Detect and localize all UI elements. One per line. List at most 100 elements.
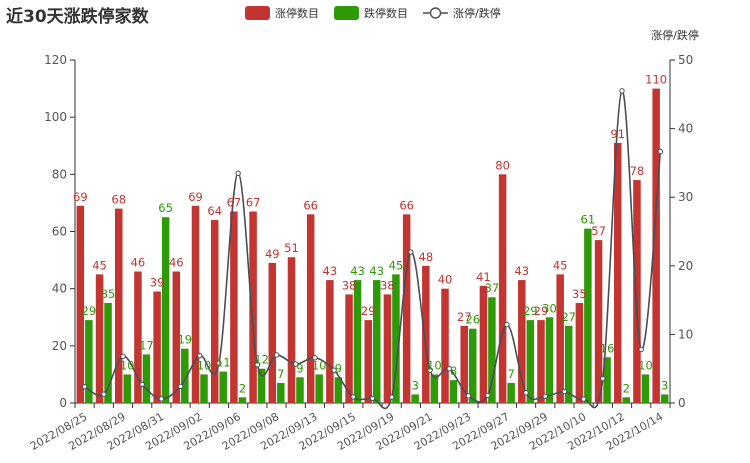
limit-down-value-label: 10 xyxy=(427,358,442,372)
limit-down-value-label: 26 xyxy=(465,313,480,327)
legend-limit-up-swatch xyxy=(245,6,270,20)
ratio-point xyxy=(388,394,395,400)
limit-up-value-label: 69 xyxy=(188,190,203,204)
limit-up-bar xyxy=(364,320,372,403)
limit-down-value-label: 11 xyxy=(216,356,231,370)
limit-up-value-label: 45 xyxy=(553,258,568,272)
legend-ratio-marker xyxy=(429,7,442,19)
limit-up-value-label: 64 xyxy=(207,204,222,218)
limit-down-value-label: 29 xyxy=(523,304,538,318)
limit-up-bar xyxy=(268,262,277,403)
limit-up-value-label: 57 xyxy=(591,224,606,238)
limit-down-value-label: 9 xyxy=(335,361,342,375)
limit-down-value-label: 7 xyxy=(507,367,514,381)
limit-down-value-label: 29 xyxy=(82,304,97,318)
left-y-tick-label: 80 xyxy=(52,167,67,181)
limit-up-value-label: 110 xyxy=(645,73,667,87)
ratio-point xyxy=(600,375,606,382)
limit-down-value-label: 43 xyxy=(369,264,384,278)
limit-up-bar xyxy=(306,214,315,403)
limit-down-value-label: 10 xyxy=(197,358,212,372)
limit-down-bar xyxy=(641,374,650,403)
limit-down-value-label: 3 xyxy=(411,378,418,392)
limit-down-value-label: 19 xyxy=(177,333,192,347)
limit-down-value-label: 12 xyxy=(254,353,269,367)
ratio-point xyxy=(523,390,529,396)
ratio-point xyxy=(101,391,107,397)
limit-up-value-label: 38 xyxy=(342,278,357,292)
limit-down-value-label: 9 xyxy=(296,361,303,375)
limit-down-bar xyxy=(353,280,362,403)
limit-down-bar xyxy=(123,374,131,403)
ratio-point xyxy=(293,361,299,367)
limit-up-bar xyxy=(345,294,353,403)
legend-limit-down-label: 跌停数目 xyxy=(364,6,408,20)
limit-down-bar xyxy=(449,380,458,403)
limit-up-bar xyxy=(498,174,507,403)
limit-down-bar xyxy=(468,328,477,403)
limit-up-bar xyxy=(114,208,123,403)
ratio-point xyxy=(120,353,126,360)
limit-down-bar xyxy=(161,217,170,403)
limit-up-value-label: 66 xyxy=(303,198,318,212)
limit-up-value-label: 38 xyxy=(380,278,395,292)
limit-down-value-label: 27 xyxy=(561,310,576,324)
limit-up-value-label: 39 xyxy=(150,276,165,290)
limit-down-value-label: 17 xyxy=(139,338,154,352)
limit-down-bar xyxy=(104,302,112,403)
left-y-tick-label: 0 xyxy=(59,396,67,410)
limit-down-value-label: 8 xyxy=(450,364,457,378)
limit-up-value-label: 48 xyxy=(419,250,434,264)
legend-limit-down-swatch xyxy=(334,6,359,20)
limit-down-bar xyxy=(411,394,419,403)
ratio-point xyxy=(446,366,452,372)
left-y-tick-label: 20 xyxy=(52,339,67,353)
ratio-point xyxy=(177,383,184,390)
limit-down-value-label: 37 xyxy=(485,281,500,295)
limit-up-bar xyxy=(210,220,219,403)
left-y-tick-label: 100 xyxy=(44,110,67,124)
right-y-tick-label: 0 xyxy=(678,396,686,410)
limit-down-bar xyxy=(219,371,227,403)
ratio-point xyxy=(235,170,241,176)
limit-up-value-label: 49 xyxy=(265,247,280,261)
limit-up-bar xyxy=(422,265,430,403)
limit-down-bar xyxy=(257,368,266,403)
limit-up-bar xyxy=(460,325,468,403)
limit-up-bar xyxy=(230,211,238,403)
limit-down-bar xyxy=(373,280,381,403)
limit-up-bar xyxy=(95,274,104,403)
ratio-point xyxy=(81,383,88,390)
limit-down-value-label: 45 xyxy=(389,258,404,272)
left-y-tick-label: 120 xyxy=(44,53,67,67)
limit-up-bar xyxy=(172,271,181,403)
limit-down-bar xyxy=(488,297,496,403)
limit-down-value-label: 35 xyxy=(101,287,116,301)
right-y-tick-label: 30 xyxy=(678,190,693,204)
limit-down-value-label: 7 xyxy=(277,367,284,381)
limit-up-bar xyxy=(326,280,334,403)
limit-down-bar xyxy=(296,377,304,403)
limit-up-value-label: 68 xyxy=(111,193,126,207)
limit-up-bar xyxy=(614,142,622,403)
limit-up-bar xyxy=(556,274,564,403)
limit-down-value-label: 10 xyxy=(638,358,653,372)
limit-up-value-label: 41 xyxy=(476,270,491,284)
limit-up-bar xyxy=(479,285,488,403)
limit-up-value-label: 43 xyxy=(323,264,338,278)
ratio-point xyxy=(580,396,587,402)
limit-down-bar xyxy=(660,394,669,403)
limit-up-bar xyxy=(134,271,142,403)
limit-down-bar xyxy=(603,357,611,403)
limit-up-bar xyxy=(652,88,660,403)
legend-limit-up-label: 涨停数目 xyxy=(275,6,319,20)
limit-up-value-label: 69 xyxy=(73,190,88,204)
ratio-point xyxy=(350,394,357,400)
limit-down-bar xyxy=(238,397,247,403)
limit-down-bar xyxy=(507,382,515,403)
limit-up-bar xyxy=(76,205,85,403)
left-y-tick-label: 40 xyxy=(52,282,67,296)
limit-up-value-label: 80 xyxy=(495,158,510,172)
limit-down-bar xyxy=(430,374,439,403)
